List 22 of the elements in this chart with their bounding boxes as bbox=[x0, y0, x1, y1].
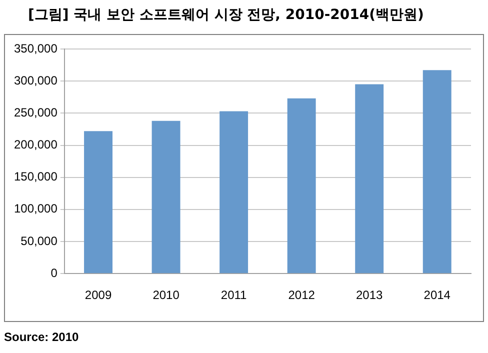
bar bbox=[220, 111, 248, 274]
x-tick-label: 2012 bbox=[288, 288, 316, 302]
y-tick-label: 350,000 bbox=[14, 41, 58, 56]
y-tick-label: 300,000 bbox=[14, 73, 58, 88]
y-tick-label: 0 bbox=[50, 266, 58, 280]
y-tick-label: 50,000 bbox=[20, 234, 58, 248]
y-tick-label: 100,000 bbox=[14, 202, 58, 216]
y-tick-label: 200,000 bbox=[14, 138, 58, 152]
x-tick-label: 2009 bbox=[84, 288, 112, 302]
bar bbox=[84, 131, 112, 274]
x-tick-label: 2014 bbox=[424, 288, 451, 302]
chart-title: [그림] 국내 보안 소프트웨어 시장 전망, 2010-2014(백만원) bbox=[28, 6, 424, 24]
bar bbox=[355, 84, 384, 274]
bar bbox=[152, 120, 180, 274]
y-tick-label: 150,000 bbox=[14, 170, 58, 184]
bar bbox=[422, 70, 452, 274]
source-note: Source: 2010 bbox=[4, 330, 79, 344]
bar bbox=[287, 98, 316, 274]
x-tick-label: 2013 bbox=[356, 288, 384, 302]
y-tick-label: 250,000 bbox=[14, 105, 58, 120]
x-tick-label: 2011 bbox=[220, 288, 248, 302]
x-tick-label: 2010 bbox=[152, 288, 180, 302]
